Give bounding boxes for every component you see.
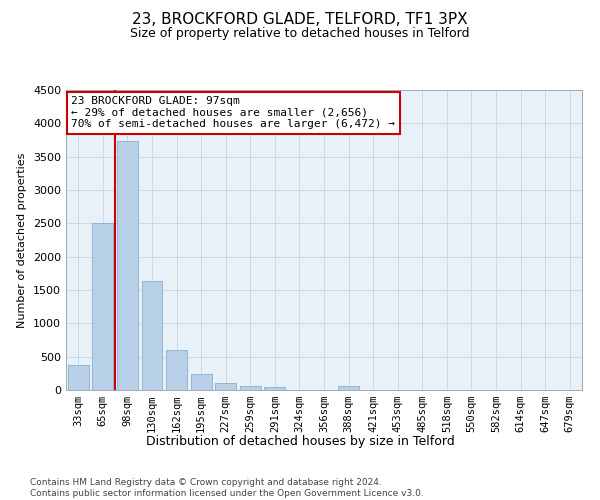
Text: Size of property relative to detached houses in Telford: Size of property relative to detached ho… bbox=[130, 28, 470, 40]
Bar bbox=[215, 384, 236, 390]
Bar bbox=[166, 350, 187, 390]
Bar bbox=[265, 388, 286, 390]
Y-axis label: Number of detached properties: Number of detached properties bbox=[17, 152, 28, 328]
Bar bbox=[240, 386, 261, 390]
Bar bbox=[68, 364, 89, 390]
Bar bbox=[191, 374, 212, 390]
Text: Distribution of detached houses by size in Telford: Distribution of detached houses by size … bbox=[146, 435, 454, 448]
Text: Contains HM Land Registry data © Crown copyright and database right 2024.
Contai: Contains HM Land Registry data © Crown c… bbox=[30, 478, 424, 498]
Text: 23, BROCKFORD GLADE, TELFORD, TF1 3PX: 23, BROCKFORD GLADE, TELFORD, TF1 3PX bbox=[132, 12, 468, 28]
Bar bbox=[338, 386, 359, 390]
Bar bbox=[142, 280, 163, 390]
Bar bbox=[117, 142, 138, 390]
Text: 23 BROCKFORD GLADE: 97sqm
← 29% of detached houses are smaller (2,656)
70% of se: 23 BROCKFORD GLADE: 97sqm ← 29% of detac… bbox=[71, 96, 395, 129]
Bar bbox=[92, 224, 113, 390]
